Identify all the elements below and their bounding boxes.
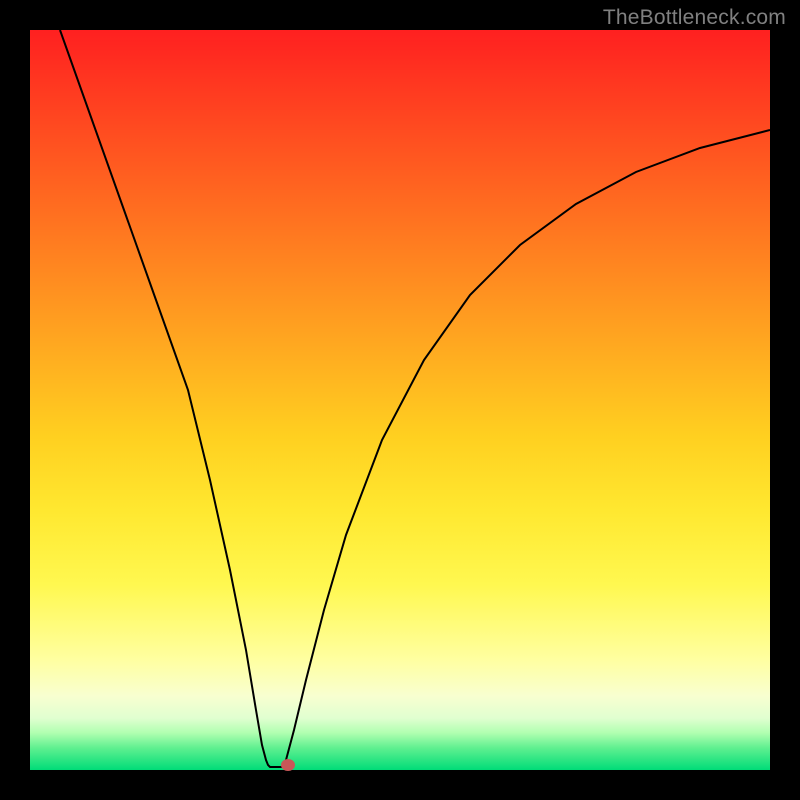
bottleneck-curve [60,30,770,767]
watermark-text: TheBottleneck.com [603,6,786,30]
plot-area [30,30,770,770]
optimal-point-marker [281,759,295,771]
curve-svg [30,30,770,770]
